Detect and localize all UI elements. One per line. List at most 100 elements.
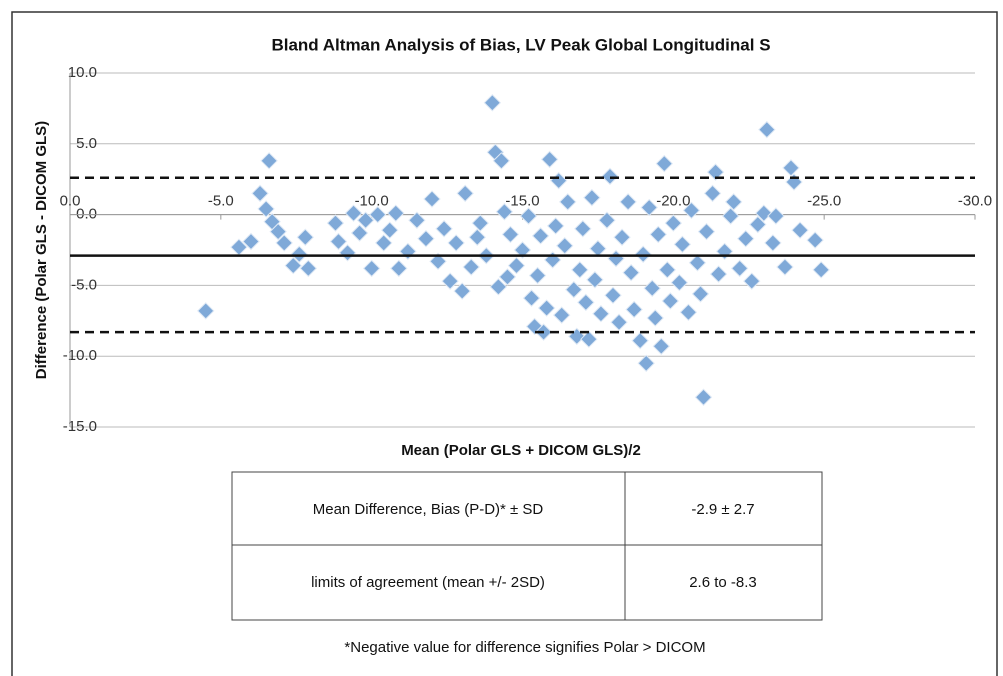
- data-point: [531, 227, 550, 245]
- frame: [11, 11, 998, 676]
- data-point: [387, 204, 405, 222]
- data-point: [673, 235, 692, 254]
- data-point: [344, 204, 363, 222]
- data-point: [655, 154, 673, 173]
- data-point: [598, 211, 616, 229]
- data-point: [338, 244, 357, 262]
- y-axis-label: Difference (Polar GLS - DICOM GLS): [33, 121, 50, 379]
- data-point: [462, 258, 480, 276]
- data-point: [456, 184, 474, 203]
- data-point: [350, 224, 369, 242]
- data-point: [429, 252, 447, 271]
- data-point: [634, 245, 652, 263]
- data-point: [251, 184, 269, 203]
- data-point: [447, 234, 465, 252]
- y-tick-label: -5.0: [71, 276, 97, 293]
- data-point: [522, 289, 541, 307]
- data-point: [613, 228, 631, 246]
- data-point: [583, 188, 601, 207]
- data-point: [513, 241, 532, 259]
- x-tick-label: -10.0: [355, 193, 389, 210]
- data-point: [577, 293, 595, 312]
- data-point: [525, 317, 544, 336]
- data-point: [197, 302, 215, 320]
- data-point: [356, 211, 375, 229]
- data-point: [275, 234, 293, 252]
- y-tick-label: -15.0: [63, 418, 97, 435]
- data-point: [664, 214, 683, 232]
- data-point: [553, 306, 571, 324]
- data-point: [721, 207, 740, 225]
- table-cell: limits of agreement (mean +/- 2SD): [311, 574, 545, 591]
- data-point: [737, 229, 755, 248]
- data-point: [390, 259, 408, 278]
- data-point: [368, 205, 387, 224]
- data-point: [670, 273, 689, 292]
- data-point: [571, 261, 589, 279]
- data-point: [540, 150, 559, 169]
- x-tick-label: -5.0: [208, 193, 234, 210]
- data-point: [375, 234, 393, 252]
- y-tick-label: 0.0: [76, 206, 97, 223]
- x-tick-label: 0.0: [60, 193, 81, 210]
- x-tick-label: -15.0: [505, 193, 539, 210]
- data-point: [242, 232, 260, 251]
- data-point: [697, 222, 716, 241]
- data-point: [661, 292, 680, 310]
- x-tick-label: -25.0: [807, 193, 841, 210]
- data-point: [483, 94, 502, 112]
- data-point: [749, 215, 767, 234]
- data-point: [782, 159, 800, 177]
- data-point: [528, 266, 547, 285]
- data-point: [269, 222, 287, 241]
- data-point: [559, 193, 577, 211]
- chart-title: Bland Altman Analysis of Bias, LV Peak G…: [271, 35, 770, 54]
- data-point: [260, 152, 278, 170]
- data-point: [679, 303, 698, 322]
- data-point: [758, 120, 776, 139]
- data-point: [791, 221, 809, 239]
- data-point: [755, 204, 773, 222]
- data-point: [399, 242, 417, 261]
- data-point: [637, 354, 655, 372]
- data-point: [537, 299, 556, 317]
- data-point: [408, 211, 426, 229]
- data-point: [604, 286, 622, 305]
- table-cell: 2.6 to -8.3: [689, 574, 757, 591]
- data-point: [806, 231, 824, 249]
- stats-table: [231, 471, 823, 621]
- data-point: [441, 272, 459, 290]
- data-point: [625, 300, 643, 319]
- data-point: [492, 152, 511, 170]
- data-point: [549, 171, 568, 190]
- data-point: [507, 256, 526, 275]
- data-point: [610, 313, 628, 331]
- x-tick-label: -30.0: [958, 193, 992, 210]
- data-point: [592, 305, 610, 323]
- data-point: [703, 184, 722, 203]
- table-cell: Mean Difference, Bias (P-D)* ± SD: [313, 501, 544, 518]
- data-point: [631, 331, 649, 350]
- data-point: [580, 330, 598, 348]
- data-point: [257, 200, 275, 218]
- data-point: [296, 228, 315, 246]
- data-point: [284, 256, 302, 275]
- data-point: [619, 193, 637, 211]
- data-point: [601, 167, 619, 186]
- table-cell: -2.9 ± 2.7: [691, 501, 754, 518]
- data-point: [622, 263, 640, 282]
- data-point: [589, 239, 607, 258]
- data-point: [546, 217, 565, 235]
- data-point: [565, 280, 583, 299]
- data-point: [290, 245, 308, 263]
- data-point: [556, 237, 574, 255]
- data-point: [709, 265, 728, 283]
- x-tick-label: -20.0: [656, 193, 690, 210]
- data-point: [743, 272, 761, 290]
- data-point: [471, 214, 489, 232]
- table-border: [231, 471, 823, 621]
- data-point: [682, 201, 701, 220]
- data-point: [646, 309, 664, 327]
- data-point: [706, 163, 725, 181]
